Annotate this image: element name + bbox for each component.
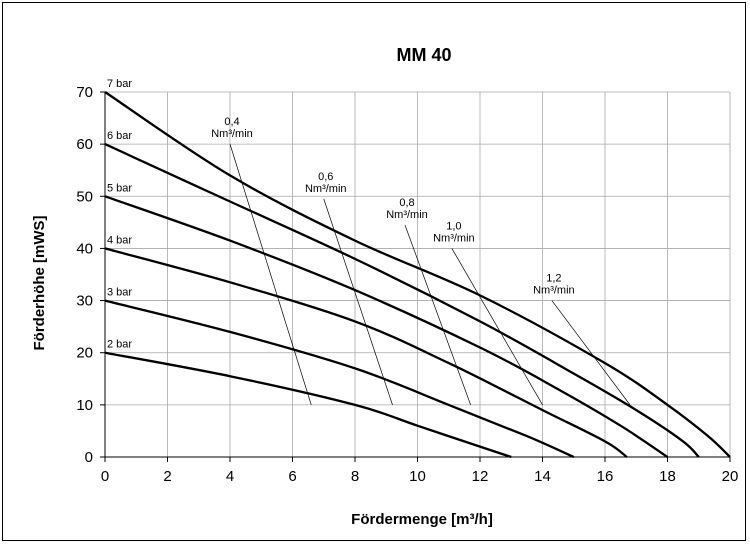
- flow-line-label: 1,2: [546, 273, 561, 285]
- series-curve: [104, 247, 628, 458]
- y-tick-label: 30: [76, 293, 93, 310]
- flow-line-label: 0,8: [399, 197, 414, 209]
- flow-line: [323, 198, 393, 405]
- x-tick-label: 12: [472, 468, 489, 485]
- x-tick-label: 2: [163, 468, 171, 485]
- series-label: 7 bar: [107, 78, 132, 90]
- flow-line-unit: Nm³/min: [211, 128, 253, 140]
- flow-lines: [229, 144, 631, 406]
- series-curve: [104, 299, 575, 459]
- curve-labels: 0,4Nm³/min0,6Nm³/min0,8Nm³/min1,0Nm³/min…: [107, 78, 575, 351]
- series-curve: [104, 351, 512, 459]
- y-tick-label: 70: [76, 84, 93, 101]
- flow-line-unit: Nm³/min: [533, 285, 575, 297]
- y-tick-label: 40: [76, 240, 93, 257]
- flow-line: [404, 224, 471, 405]
- series-curve: [104, 195, 669, 458]
- flow-line-unit: Nm³/min: [433, 232, 475, 244]
- x-tick-label: 10: [409, 468, 426, 485]
- series-curve: [104, 143, 700, 458]
- flow-line: [229, 144, 312, 405]
- flow-line-unit: Nm³/min: [386, 209, 428, 221]
- x-tick-label: 20: [722, 468, 739, 485]
- chart-title: MM 40: [396, 45, 451, 65]
- x-tick-label: 6: [288, 468, 296, 485]
- series-label: 3 bar: [107, 287, 132, 299]
- flow-line-label: 0,4: [224, 116, 239, 128]
- series-curves: [104, 91, 731, 459]
- y-tick-label: 10: [76, 397, 93, 414]
- y-tick-label: 20: [76, 345, 93, 362]
- tick-labels: 0 2 4 6 8 10 12 14 16 18 20 0 10 20 30 40 50 60 70: [76, 84, 738, 485]
- series-label: 4 bar: [107, 234, 132, 246]
- axes: [100, 91, 731, 462]
- x-tick-label: 14: [534, 468, 551, 485]
- x-tick-label: 16: [597, 468, 614, 485]
- x-tick-label: 18: [659, 468, 676, 485]
- y-tick-label: 50: [76, 188, 93, 205]
- y-tick-label: 0: [85, 449, 93, 466]
- y-axis-title: Förderhöhe [mWS]: [31, 216, 48, 351]
- series-curve: [104, 91, 731, 458]
- flow-line-unit: Nm³/min: [305, 183, 347, 195]
- flow-line: [551, 300, 631, 406]
- flow-line-label: 1,0: [446, 220, 461, 232]
- series-label: 2 bar: [107, 339, 132, 351]
- x-tick-label: 8: [351, 468, 359, 485]
- x-axis-title: Fördermenge [m³/h]: [351, 511, 493, 528]
- series-label: 5 bar: [107, 182, 132, 194]
- x-tick-label: 0: [101, 468, 109, 485]
- flow-line-label: 0,6: [318, 171, 333, 183]
- y-tick-label: 60: [76, 136, 93, 153]
- x-tick-label: 4: [226, 468, 234, 485]
- flow-line: [451, 248, 543, 406]
- series-label: 6 bar: [107, 130, 132, 142]
